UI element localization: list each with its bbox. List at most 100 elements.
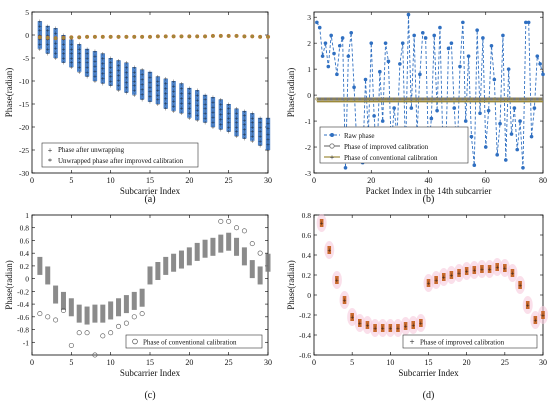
data-point [458, 97, 462, 101]
data-point [401, 97, 405, 101]
data-band [163, 256, 169, 275]
data-point: + [179, 90, 183, 98]
data-point: + [335, 277, 339, 285]
data-point: + [85, 64, 89, 72]
data-point [447, 97, 451, 101]
data-point [355, 97, 359, 101]
x-tick-label: 10 [107, 358, 115, 367]
data-point: + [195, 102, 199, 110]
x-tick-label: 20 [185, 358, 193, 367]
data-point [412, 33, 416, 38]
x-tick-label: 0 [312, 176, 316, 185]
data-point: + [93, 68, 97, 76]
data-point: + [350, 314, 354, 322]
data-point: + [503, 265, 507, 273]
data-band [210, 97, 216, 127]
data-point: + [164, 80, 168, 88]
data-band [234, 108, 239, 137]
data-point: + [101, 50, 105, 58]
x-tick-label: 10 [386, 358, 394, 367]
data-point: + [93, 63, 97, 71]
data-point [452, 97, 456, 101]
data-point: + [227, 105, 231, 113]
data-point [363, 77, 368, 82]
x-tick-label: 10 [107, 176, 115, 185]
data-point: + [101, 60, 105, 68]
y-axis-label: Phase(radian) [286, 260, 296, 309]
data-point [380, 324, 385, 332]
x-tick-label: 30 [264, 176, 272, 185]
y-tick-label: 1 [307, 65, 311, 74]
data-band [265, 117, 271, 150]
data-point: + [258, 114, 262, 122]
data-point [532, 106, 537, 110]
y-tick-label: -0.4 [299, 331, 311, 340]
y-tick-label: 0 [25, 275, 29, 284]
data-point: + [465, 268, 469, 276]
legend-box [125, 334, 263, 349]
data-point: + [101, 70, 105, 78]
data-point [329, 33, 333, 38]
legend-box [41, 142, 199, 168]
x-axis-label: Subcarrier Index [398, 368, 459, 378]
data-point: + [258, 124, 262, 132]
data-point [495, 263, 499, 271]
data-point: + [404, 323, 408, 331]
y-axis-label: Phase(radian) [286, 68, 296, 117]
data-point [218, 218, 224, 224]
data-point [441, 273, 446, 281]
data-point: + [219, 101, 223, 109]
data-point [343, 166, 348, 170]
x-tick-label: 60 [482, 176, 490, 185]
data-point: + [187, 114, 191, 122]
data-point [501, 33, 505, 38]
data-point: + [124, 79, 128, 87]
data-point: + [124, 74, 128, 82]
x-tick-label: 5 [350, 358, 354, 367]
data-point: + [488, 266, 492, 274]
data-point: + [132, 87, 136, 95]
data-point: + [358, 320, 362, 328]
panel-a: 0 5 10 15 20 25 30 5 0 -5 -10 -15 -20 -25 -30 Subcarrie… [4, 8, 272, 205]
data-point: + [101, 55, 105, 63]
y-tick-label: -10 [19, 77, 29, 86]
data-point [45, 314, 51, 320]
data-point: + [179, 80, 183, 88]
y-tick-label: -2 [305, 143, 311, 152]
data-point [76, 330, 82, 336]
data-point: + [109, 59, 113, 67]
data-point [400, 41, 405, 45]
data-point [406, 97, 410, 101]
data-point [326, 97, 330, 101]
data-point [452, 106, 457, 110]
data-band [226, 232, 232, 251]
data-point: + [235, 128, 239, 136]
data-point [343, 97, 347, 101]
y-tick-label: -0.2 [17, 287, 29, 296]
data-point: + [38, 27, 42, 35]
data-point: + [258, 137, 262, 145]
legend-label: Unwrapped phase after improved calibrati… [58, 157, 184, 165]
x-tick-label: 5 [69, 358, 73, 367]
data-point: + [140, 91, 144, 99]
data-point [395, 97, 399, 101]
x-tick-label: 25 [501, 358, 509, 367]
data-point: + [419, 320, 423, 328]
data-point: + [457, 270, 461, 278]
data-point [384, 97, 388, 101]
data-point [210, 33, 215, 38]
data-point [147, 34, 153, 39]
data-point: + [510, 270, 514, 278]
legend: Raw phase Phase of improved calibration + P… [319, 126, 469, 164]
data-point [487, 265, 492, 273]
data-point [327, 246, 332, 254]
data-point [372, 97, 376, 101]
series-line [316, 14, 544, 168]
y-tick-label: -0.6 [17, 313, 29, 322]
data-point: + [101, 75, 105, 83]
data-band [218, 234, 224, 253]
data-point: + [472, 267, 476, 275]
x-tick-label: 30 [264, 358, 272, 367]
data-point [492, 97, 496, 101]
x-tick-label: 80 [539, 176, 547, 185]
